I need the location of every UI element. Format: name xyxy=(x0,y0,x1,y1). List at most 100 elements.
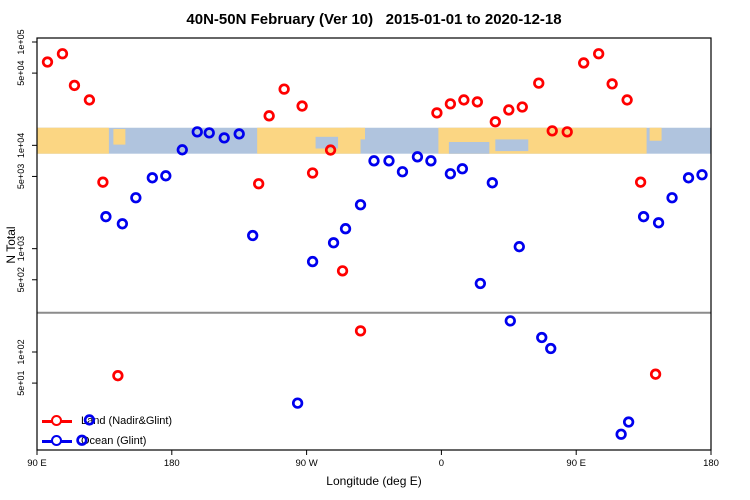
land-point xyxy=(68,79,81,92)
ocean-point xyxy=(327,237,340,249)
map-land-segment xyxy=(37,127,109,154)
land-point xyxy=(606,78,618,90)
map-detail-patch xyxy=(649,127,662,141)
ocean-point xyxy=(637,211,650,223)
land-point xyxy=(278,83,290,95)
legend-item-land: Land (Nadir&Glint) xyxy=(42,411,172,431)
land-points-group xyxy=(41,48,662,382)
land-point xyxy=(41,56,54,68)
land-point xyxy=(533,77,545,89)
land-series-symbol xyxy=(42,414,72,428)
map-land-segment xyxy=(438,127,647,154)
y-tick-label: 1e+05 xyxy=(16,29,26,54)
ocean-points-group xyxy=(76,126,708,446)
ocean-point xyxy=(368,155,380,167)
ocean-point xyxy=(456,163,469,175)
ocean-circle-icon xyxy=(50,434,62,446)
land-point xyxy=(593,48,605,60)
land-point xyxy=(296,100,308,112)
legend-item-ocean: Ocean (Glint) xyxy=(42,431,172,451)
ocean-point xyxy=(160,170,172,182)
map-detail-patch xyxy=(345,127,366,140)
ocean-point xyxy=(486,177,498,189)
x-tick-label: 90 W xyxy=(296,458,318,469)
y-tick-label: 5e+01 xyxy=(16,370,26,395)
ocean-point xyxy=(622,416,635,428)
y-tick-label: 1e+04 xyxy=(16,133,26,158)
map-detail-patch xyxy=(495,139,529,152)
x-axis-title: Longitude (deg E) xyxy=(326,474,422,488)
ocean-point xyxy=(383,155,395,167)
ocean-point xyxy=(100,211,112,223)
land-point xyxy=(253,178,265,190)
legend: Land (Nadir&Glint) Ocean (Glint) xyxy=(42,411,172,451)
ocean-point xyxy=(203,127,215,139)
ocean-point xyxy=(652,217,665,229)
chart-title: 40N-50N February (Ver 10) 2015-01-01 to … xyxy=(186,11,562,28)
ocean-point xyxy=(191,126,203,138)
ocean-point xyxy=(354,199,367,211)
map-detail-patch xyxy=(113,129,126,145)
ocean-point xyxy=(146,172,158,184)
ocean-point xyxy=(218,132,230,144)
x-tick-label: 90 E xyxy=(27,458,47,469)
ocean-point xyxy=(504,315,516,327)
ocean-series-symbol xyxy=(42,434,72,448)
map-ocean-base xyxy=(37,127,711,154)
land-point xyxy=(489,116,501,128)
ocean-point xyxy=(615,428,627,440)
ocean-point xyxy=(474,277,486,290)
land-point xyxy=(324,144,337,156)
land-point xyxy=(112,370,124,382)
land-point xyxy=(458,94,470,106)
ocean-point xyxy=(513,241,525,253)
ocean-point xyxy=(444,168,457,180)
ocean-point xyxy=(545,342,557,355)
land-point xyxy=(306,167,319,179)
x-tick-label: 180 xyxy=(164,458,180,469)
land-point xyxy=(578,57,590,69)
ocean-point xyxy=(339,223,352,235)
land-point xyxy=(83,94,96,106)
legend-label-land: Land (Nadir&Glint) xyxy=(81,415,173,427)
land-point xyxy=(649,368,662,380)
land-point xyxy=(516,101,528,113)
plot-border xyxy=(36,37,712,451)
land-point xyxy=(354,325,367,337)
ocean-point xyxy=(536,331,548,344)
ocean-point xyxy=(291,397,304,409)
ocean-point xyxy=(411,151,424,163)
y-tick-label: 5e+03 xyxy=(16,164,26,189)
ocean-point xyxy=(396,166,409,178)
land-point xyxy=(263,110,275,122)
land-point xyxy=(561,126,573,138)
ocean-point xyxy=(666,192,678,204)
y-tick-label: 5e+04 xyxy=(16,60,26,85)
ocean-point xyxy=(116,218,129,230)
map-detail-patch xyxy=(315,136,339,149)
land-point xyxy=(621,94,633,106)
land-point xyxy=(634,176,647,188)
x-axis: 90 E 180 90 W 0 90 E 180 xyxy=(27,450,719,469)
land-point xyxy=(97,176,109,188)
ocean-point xyxy=(176,144,188,156)
map-detail-patch xyxy=(448,142,490,154)
land-point xyxy=(471,96,483,108)
x-tick-label: 180 xyxy=(703,458,719,469)
ocean-point xyxy=(233,128,245,140)
ocean-point xyxy=(425,155,437,167)
y-axis-title: N Total xyxy=(4,226,18,264)
land-point xyxy=(56,48,69,60)
ocean-point xyxy=(306,255,319,268)
land-point xyxy=(336,265,349,277)
world-map-band xyxy=(37,127,711,154)
land-point xyxy=(444,98,457,110)
x-tick-label: 0 xyxy=(439,458,444,469)
ocean-point xyxy=(130,192,142,204)
ocean-point xyxy=(682,172,695,184)
ocean-point xyxy=(696,169,708,181)
legend-label-ocean: Ocean (Glint) xyxy=(81,435,147,447)
ocean-point xyxy=(247,229,259,242)
